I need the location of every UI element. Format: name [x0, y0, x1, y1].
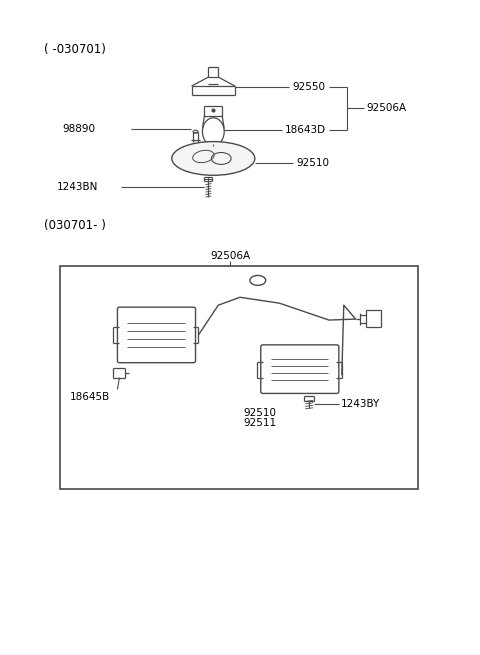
Text: ( -030701): ( -030701) [44, 43, 106, 56]
Text: (030701- ): (030701- ) [44, 219, 106, 233]
Text: 92510: 92510 [243, 408, 276, 419]
Text: 92550: 92550 [292, 82, 325, 92]
Text: 92511: 92511 [243, 418, 276, 428]
Text: 1243BN: 1243BN [57, 182, 98, 192]
Bar [60, 265, 418, 489]
Text: 92506A: 92506A [210, 251, 250, 261]
Ellipse shape [172, 141, 255, 176]
Text: 18645B: 18645B [70, 392, 110, 402]
Text: 98890: 98890 [62, 124, 95, 134]
Text: 92506A: 92506A [367, 103, 407, 113]
Text: 1243BY: 1243BY [341, 400, 380, 409]
Text: 92510: 92510 [296, 159, 329, 168]
Text: 18643D: 18643D [285, 124, 325, 135]
